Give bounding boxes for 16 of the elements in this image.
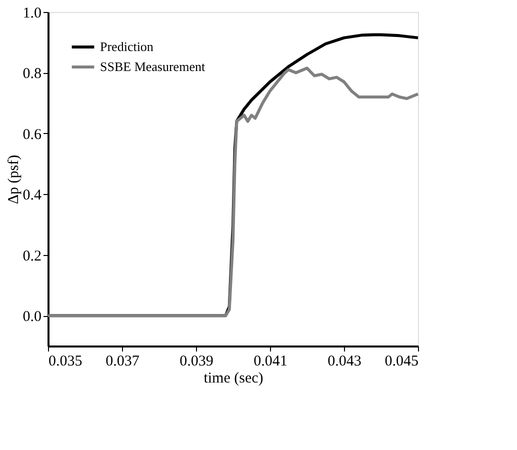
legend-label: SSBE Measurement xyxy=(100,59,206,74)
legend-label: Prediction xyxy=(100,39,154,54)
y-tick-label: 1.0 xyxy=(22,6,42,22)
x-tick-label: 0.043 xyxy=(328,354,362,370)
y-tick-label: 0.4 xyxy=(22,188,42,204)
x-tick-label: 0.035 xyxy=(48,354,82,370)
y-tick-label: 0.8 xyxy=(22,66,42,82)
x-axis-title: time (sec) xyxy=(204,370,264,386)
y-tick-label: 0.6 xyxy=(22,126,42,143)
y-tick-label: 0.2 xyxy=(22,248,42,264)
x-tick-label: 0.045 xyxy=(384,354,418,370)
x-tick-label: 0.039 xyxy=(180,354,214,370)
y-axis-title: Δp (psf) xyxy=(6,154,22,204)
y-tick-label: 0.0 xyxy=(22,309,42,326)
x-tick-label: 0.037 xyxy=(106,354,140,370)
x-tick-label: 0.041 xyxy=(254,354,288,370)
